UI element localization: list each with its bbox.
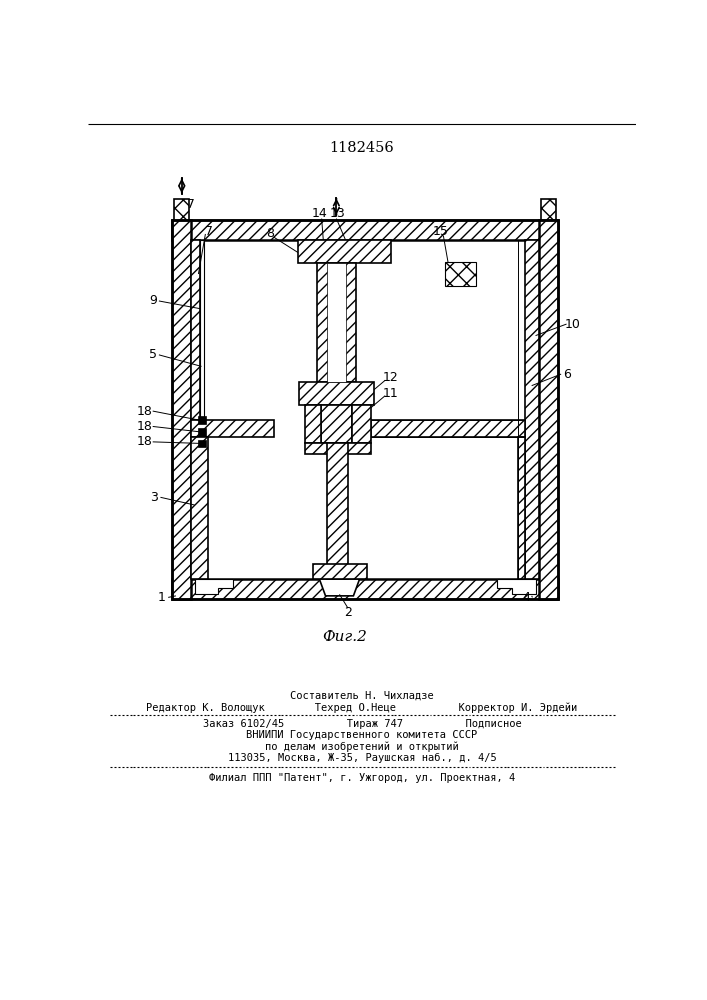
Polygon shape — [539, 220, 558, 599]
Polygon shape — [191, 437, 208, 579]
Polygon shape — [172, 579, 558, 599]
Polygon shape — [327, 263, 346, 382]
Text: 9: 9 — [148, 294, 157, 307]
Text: 14: 14 — [312, 207, 327, 220]
Polygon shape — [199, 416, 206, 424]
Polygon shape — [200, 240, 204, 420]
Text: по делам изобретений и открытий: по делам изобретений и открытий — [265, 742, 459, 752]
Text: 7: 7 — [204, 225, 213, 238]
Text: 13: 13 — [330, 207, 346, 220]
Polygon shape — [299, 382, 373, 405]
Polygon shape — [371, 420, 525, 437]
Polygon shape — [541, 199, 556, 220]
Polygon shape — [321, 405, 352, 443]
Polygon shape — [313, 564, 368, 579]
Polygon shape — [199, 428, 206, 436]
Text: 18: 18 — [136, 405, 152, 418]
Polygon shape — [352, 405, 371, 443]
Text: 1182456: 1182456 — [329, 141, 395, 155]
Text: 10: 10 — [565, 318, 580, 331]
Polygon shape — [191, 420, 274, 437]
Polygon shape — [327, 443, 348, 579]
Text: Составитель Н. Чихладзе: Составитель Н. Чихладзе — [290, 691, 434, 701]
Text: 2: 2 — [344, 606, 352, 619]
Polygon shape — [320, 579, 360, 596]
Text: Редактор К. Волощук        Техред О.Неце          Корректор И. Эрдейи: Редактор К. Волощук Техред О.Неце Коррек… — [146, 702, 578, 713]
Polygon shape — [518, 437, 525, 579]
Polygon shape — [305, 443, 371, 454]
Polygon shape — [445, 262, 476, 286]
Polygon shape — [305, 405, 321, 443]
Text: 4: 4 — [522, 591, 530, 604]
Polygon shape — [191, 240, 200, 420]
Text: 11: 11 — [382, 387, 399, 400]
Text: 18: 18 — [136, 435, 152, 448]
Text: Заказ 6102/45          Тираж 747          Подписное: Заказ 6102/45 Тираж 747 Подписное — [203, 719, 521, 729]
Text: ВНИИПИ Государственного комитета СССР: ВНИИПИ Государственного комитета СССР — [246, 730, 477, 740]
Polygon shape — [317, 263, 356, 382]
Text: 1: 1 — [158, 591, 166, 604]
Text: 3: 3 — [151, 491, 158, 504]
Polygon shape — [525, 240, 539, 579]
Text: 17: 17 — [180, 198, 196, 211]
Polygon shape — [298, 240, 391, 263]
Text: 8: 8 — [267, 227, 274, 240]
Polygon shape — [172, 220, 558, 240]
Text: 6: 6 — [563, 368, 571, 381]
Text: Фиг.2: Фиг.2 — [322, 630, 366, 644]
Text: Филиал ППП "Патент", г. Ужгород, ул. Проектная, 4: Филиал ППП "Патент", г. Ужгород, ул. Про… — [209, 773, 515, 783]
Text: 15: 15 — [433, 225, 449, 238]
Polygon shape — [194, 579, 233, 594]
Polygon shape — [497, 579, 535, 594]
Bar — [172, 220, 558, 599]
Polygon shape — [172, 220, 191, 599]
Text: 16: 16 — [542, 198, 557, 211]
Text: 113035, Москва, Ж-35, Раушская наб., д. 4/5: 113035, Москва, Ж-35, Раушская наб., д. … — [228, 753, 496, 763]
Text: 5: 5 — [148, 348, 157, 361]
Text: 18: 18 — [136, 420, 152, 433]
Polygon shape — [199, 440, 206, 447]
Polygon shape — [175, 199, 189, 220]
Text: 12: 12 — [382, 371, 399, 384]
